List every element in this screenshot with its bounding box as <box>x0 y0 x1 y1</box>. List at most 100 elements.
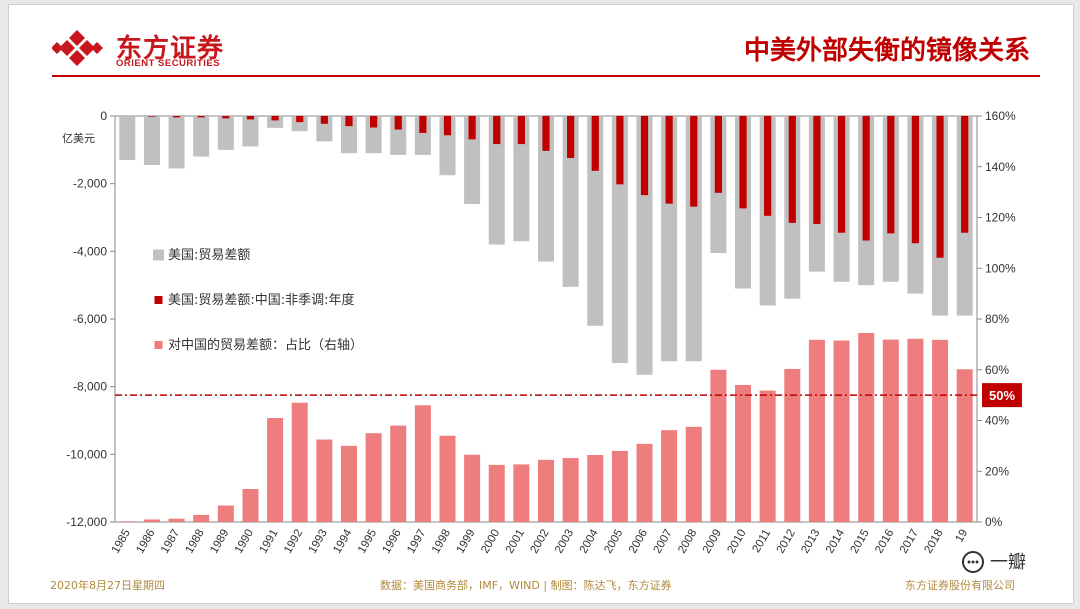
right-axis-tick-label: 0% <box>985 515 1003 529</box>
bar-china-share <box>932 339 949 522</box>
bar-china-trade-balance <box>148 116 156 117</box>
x-axis-tick-label: 1987 <box>159 528 182 556</box>
bar-china-trade-balance <box>936 116 944 258</box>
left-axis-tick-label: -12,000 <box>66 515 107 529</box>
bar-us-trade-balance <box>119 116 136 160</box>
x-axis-tick-label: 1988 <box>184 528 207 556</box>
bar-china-trade-balance <box>591 116 599 171</box>
x-axis-tick-label: 2018 <box>922 528 945 556</box>
x-axis-tick-label: 1989 <box>208 528 231 556</box>
bar-china-trade-balance <box>837 116 846 233</box>
bar-china-trade-balance <box>911 116 920 244</box>
bar-china-share <box>710 369 727 522</box>
bar-us-trade-balance <box>587 116 604 326</box>
reference-label-box <box>982 383 1022 408</box>
bar-china-share <box>537 459 555 522</box>
reference-line-label: 50% <box>989 388 1015 403</box>
bar-china-share <box>784 368 801 522</box>
footer-source: 数据：美国商务部，IMF，WIND | 制图：陈达飞，东方证券 <box>380 579 672 592</box>
title-rule <box>52 75 1040 77</box>
bar-china-share <box>414 405 431 522</box>
bar-china-share <box>636 443 653 522</box>
bar-china-share <box>267 417 284 522</box>
bar-us-trade-balance <box>464 116 481 204</box>
bar-china-share <box>390 425 407 522</box>
right-axis-tick-label: 120% <box>985 211 1016 225</box>
x-axis-tick-label: 2015 <box>849 528 872 556</box>
slide-title: 中美外部失衡的镜像关系 <box>743 36 1030 66</box>
bar-china-share <box>143 519 160 522</box>
right-axis-tick-label: 60% <box>985 363 1009 377</box>
bar-china-share <box>365 433 382 522</box>
bar-china-trade-balance <box>714 116 723 193</box>
bar-us-trade-balance <box>661 116 678 362</box>
bar-china-share <box>661 430 678 522</box>
bar-us-trade-balance <box>562 116 579 287</box>
legend-label: 对中国的贸易差额：占比（右轴） <box>168 337 363 353</box>
legend-swatch <box>154 341 163 349</box>
bar-china-trade-balance <box>616 116 624 185</box>
bar-us-trade-balance <box>611 116 628 363</box>
left-axis-tick-label: -2,000 <box>73 177 107 191</box>
right-axis-tick-label: 100% <box>985 261 1016 275</box>
x-axis-tick-label: 1995 <box>356 528 379 556</box>
legend-swatch <box>154 296 163 304</box>
bar-china-trade-balance <box>493 116 501 145</box>
bar-china-share <box>759 390 776 522</box>
right-axis-tick-label: 160% <box>985 109 1016 123</box>
legend-swatch <box>153 249 164 261</box>
bar-us-trade-balance <box>513 116 530 242</box>
bar-china-trade-balance <box>296 116 304 123</box>
bar-china-trade-balance <box>369 116 378 128</box>
bar-china-trade-balance <box>813 116 821 224</box>
chat-bubble-icon <box>962 551 984 573</box>
right-axis-tick-label: 80% <box>985 312 1009 326</box>
logo-chinese-name: 东方证券 <box>116 34 225 64</box>
bar-china-trade-balance <box>887 116 895 234</box>
bar-china-share <box>193 514 210 522</box>
x-axis-tick-label: 2012 <box>775 528 798 556</box>
bar-china-trade-balance <box>222 116 230 119</box>
bar-china-share <box>291 402 308 522</box>
bar-china-trade-balance <box>394 116 402 130</box>
bar-china-trade-balance <box>517 116 525 145</box>
x-axis-tick-label: 1985 <box>110 528 133 556</box>
bar-china-share <box>685 426 702 522</box>
bar-china-share <box>882 339 899 522</box>
bar-china-trade-balance <box>542 116 550 151</box>
bar-china-share <box>464 454 481 522</box>
bar-us-trade-balance <box>242 116 259 147</box>
x-axis-tick-label: 2010 <box>725 528 748 556</box>
left-axis-tick-label: -6,000 <box>73 312 107 326</box>
x-axis-tick-label: 1986 <box>134 528 157 556</box>
logo-english-name: ORIENT SECURITIES <box>116 58 221 69</box>
bar-china-trade-balance <box>172 116 181 118</box>
bar-china-share <box>735 384 752 522</box>
bar-china-trade-balance <box>640 116 649 196</box>
bar-china-share <box>340 445 357 522</box>
bar-us-trade-balance <box>217 116 234 150</box>
bar-china-trade-balance <box>246 116 255 120</box>
bar-us-trade-balance <box>488 116 505 245</box>
x-axis-tick-label: 1990 <box>233 528 256 556</box>
bar-china-share <box>242 489 259 522</box>
bar-china-share <box>858 332 875 522</box>
bar-china-share <box>907 338 924 522</box>
left-axis-tick-label: 0 <box>100 109 107 123</box>
x-axis-tick-label: 2009 <box>701 528 724 556</box>
left-axis-unit-label: 亿美元 <box>62 132 95 145</box>
x-axis-tick-label: 2001 <box>504 528 527 556</box>
bar-us-trade-balance <box>193 116 210 157</box>
bar-us-trade-balance <box>685 116 702 362</box>
x-axis-tick-label: 2004 <box>578 527 601 556</box>
bar-china-trade-balance <box>567 116 575 158</box>
x-axis-tick-label: 2008 <box>676 528 699 556</box>
bar-china-trade-balance <box>419 116 427 133</box>
bar-china-trade-balance <box>961 116 969 233</box>
bar-china-share <box>833 340 850 522</box>
bar-us-trade-balance <box>414 116 431 155</box>
bar-china-trade-balance <box>665 116 673 204</box>
bar-china-trade-balance <box>197 116 205 118</box>
bar-china-trade-balance <box>739 116 747 209</box>
